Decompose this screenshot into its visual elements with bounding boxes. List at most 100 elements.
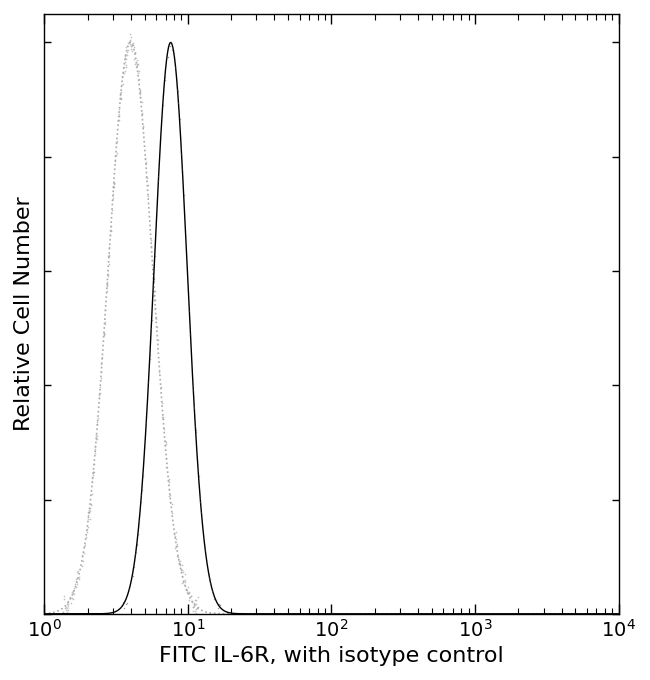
Point <box>165 41 176 52</box>
Point <box>191 595 202 606</box>
Point <box>62 598 73 609</box>
Point <box>179 568 190 579</box>
Point <box>157 398 167 409</box>
Point <box>60 602 71 613</box>
Point <box>166 37 176 48</box>
Point <box>143 190 153 201</box>
Point <box>209 593 220 604</box>
Point <box>191 607 202 618</box>
Point <box>127 39 137 50</box>
Point <box>177 559 187 570</box>
Point <box>136 496 146 507</box>
Point <box>159 423 169 434</box>
Point <box>121 41 131 52</box>
Point <box>143 377 153 388</box>
Point <box>137 484 148 495</box>
Point <box>177 577 187 588</box>
Point <box>129 54 140 65</box>
Point <box>83 506 93 517</box>
Point <box>133 68 144 79</box>
Point <box>188 602 199 613</box>
Point <box>125 35 135 46</box>
Point <box>146 235 156 245</box>
Point <box>149 290 159 301</box>
Point <box>86 498 96 509</box>
Point <box>115 90 125 101</box>
Point <box>92 419 103 430</box>
Point <box>118 597 128 608</box>
Point <box>189 609 200 619</box>
Point <box>163 475 174 486</box>
Point <box>153 171 164 182</box>
Point <box>67 593 77 604</box>
Point <box>122 598 132 609</box>
Point <box>83 513 94 524</box>
Point <box>106 221 116 232</box>
Point <box>133 529 143 540</box>
Point <box>122 38 133 49</box>
Point <box>64 593 75 604</box>
Point <box>140 435 150 446</box>
Point <box>94 389 105 400</box>
Point <box>190 426 201 437</box>
Point <box>101 286 112 296</box>
Point <box>72 578 82 589</box>
Point <box>176 143 187 154</box>
Point <box>90 440 101 451</box>
Point <box>151 314 161 325</box>
Point <box>79 548 89 559</box>
Point <box>135 515 145 526</box>
Point <box>140 153 151 164</box>
Point <box>195 491 205 502</box>
Point <box>167 39 177 50</box>
Point <box>132 59 142 70</box>
Point <box>92 431 102 442</box>
Point <box>132 59 142 70</box>
Point <box>63 596 73 607</box>
Point <box>84 507 94 518</box>
Point <box>205 573 216 584</box>
Point <box>172 541 183 551</box>
Point <box>115 88 125 99</box>
Point <box>99 317 110 328</box>
Point <box>182 585 192 596</box>
Point <box>121 60 131 71</box>
Point <box>184 587 194 598</box>
Point <box>181 238 191 249</box>
Point <box>167 45 177 56</box>
Point <box>164 37 175 48</box>
Point <box>111 148 122 158</box>
Point <box>144 354 155 364</box>
Point <box>68 586 78 597</box>
Point <box>138 471 148 481</box>
Point <box>169 49 179 60</box>
Point <box>188 599 199 610</box>
Point <box>184 305 194 316</box>
Point <box>104 241 114 252</box>
Point <box>190 420 200 431</box>
Point <box>83 521 93 532</box>
Point <box>74 572 85 583</box>
Point <box>118 602 129 613</box>
Point <box>63 601 73 612</box>
Point <box>204 578 214 589</box>
Point <box>184 594 194 605</box>
Point <box>107 193 118 204</box>
Point <box>149 265 159 275</box>
Point <box>114 110 124 121</box>
Point <box>166 507 177 518</box>
Point <box>125 35 135 46</box>
Point <box>128 38 138 49</box>
Point <box>101 280 112 291</box>
Point <box>131 539 142 549</box>
Point <box>176 148 187 159</box>
Point <box>192 602 202 613</box>
Point <box>125 32 136 43</box>
Point <box>130 46 140 57</box>
Point <box>174 114 185 124</box>
Point <box>151 311 162 322</box>
Point <box>157 412 168 423</box>
Point <box>165 497 176 508</box>
Point <box>179 189 189 200</box>
Point <box>103 250 114 260</box>
